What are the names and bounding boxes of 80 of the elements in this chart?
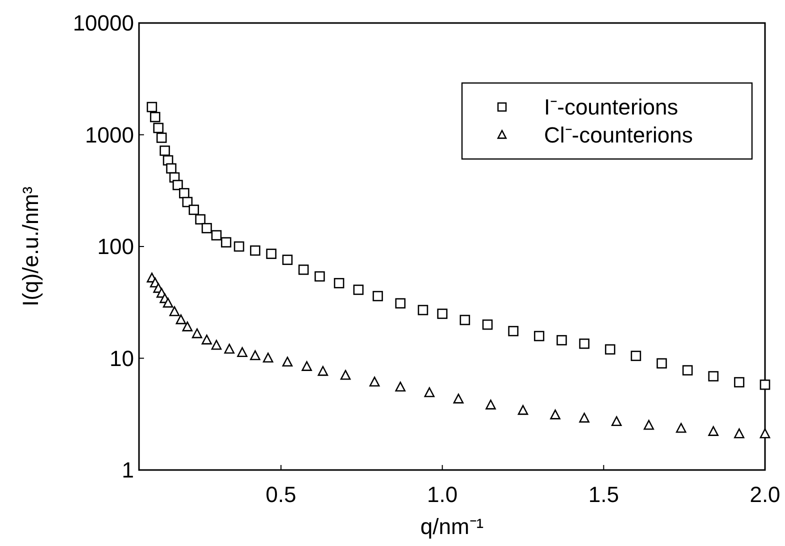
- point: [424, 387, 435, 398]
- point: [579, 412, 590, 423]
- point: [656, 358, 667, 369]
- point: [534, 330, 544, 342]
- legend-label: I⁻-counterions: [544, 94, 678, 120]
- point: [176, 314, 186, 324]
- point: [146, 102, 158, 112]
- point: [172, 180, 183, 190]
- point: [708, 426, 719, 436]
- x-tick-label: 2.0: [750, 482, 780, 507]
- point: [202, 334, 212, 344]
- point: [760, 428, 770, 438]
- point: [708, 371, 719, 382]
- point: [282, 254, 293, 265]
- point: [237, 347, 248, 357]
- point: [734, 428, 744, 438]
- point: [453, 394, 464, 404]
- y-axis-title: I(q)/e.u./nm³: [18, 186, 43, 306]
- point: [166, 163, 176, 174]
- point: [266, 248, 276, 259]
- point: [220, 237, 232, 248]
- point: [169, 306, 180, 316]
- point: [262, 352, 274, 362]
- x-tick-label: 1.0: [427, 482, 458, 507]
- point: [318, 366, 328, 376]
- legend-label: Cl⁻-counterions: [544, 122, 693, 148]
- y-tick-label: 10000: [72, 10, 134, 36]
- point: [298, 264, 309, 275]
- point: [211, 230, 222, 240]
- point: [644, 420, 654, 430]
- point: [160, 146, 170, 156]
- point: [630, 350, 642, 362]
- point: [282, 356, 293, 367]
- point: [224, 344, 234, 354]
- point: [734, 377, 744, 388]
- y-tick-label: 1000: [85, 122, 134, 148]
- y-tick-label: 10: [110, 346, 134, 371]
- point: [153, 122, 164, 134]
- point: [334, 278, 344, 288]
- point: [682, 365, 693, 376]
- point: [234, 241, 244, 252]
- point: [211, 340, 222, 350]
- point: [162, 298, 174, 308]
- point: [611, 416, 622, 426]
- point: [482, 319, 493, 330]
- x-tick-label: 1.5: [588, 482, 619, 507]
- point: [314, 271, 325, 282]
- y-tick-label: 100: [97, 234, 134, 259]
- point: [150, 112, 160, 122]
- point: [579, 338, 590, 349]
- point: [508, 326, 518, 336]
- point: [550, 409, 560, 420]
- point: [179, 188, 190, 198]
- point: [437, 308, 448, 319]
- point: [302, 361, 312, 371]
- point: [202, 222, 212, 234]
- point: [604, 344, 616, 355]
- point: [372, 290, 383, 302]
- y-tick-label: 1: [122, 458, 134, 482]
- point: [676, 422, 686, 433]
- point: [188, 204, 200, 215]
- point: [418, 304, 428, 316]
- point: [760, 380, 770, 390]
- point: [182, 322, 193, 332]
- point: [353, 284, 364, 295]
- point: [250, 350, 260, 360]
- point: [195, 214, 206, 224]
- point: [192, 328, 202, 338]
- point: [369, 376, 380, 386]
- point: [556, 335, 567, 346]
- point: [156, 132, 167, 143]
- point: [250, 245, 260, 256]
- x-tick-label: 0.5: [266, 482, 296, 507]
- point: [340, 370, 351, 380]
- point: [460, 314, 470, 326]
- point: [395, 382, 406, 392]
- point: [486, 400, 496, 410]
- point: [518, 405, 528, 415]
- x-axis-title: q/nm⁻¹: [420, 514, 484, 539]
- point: [395, 298, 406, 308]
